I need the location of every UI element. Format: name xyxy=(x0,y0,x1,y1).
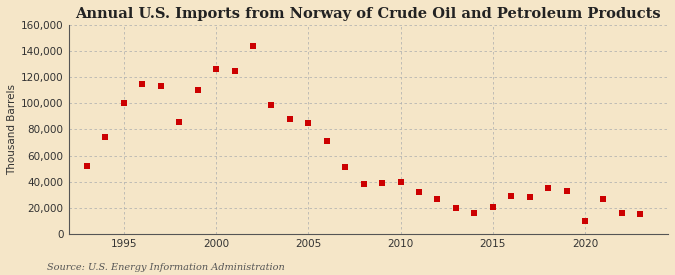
Point xyxy=(543,186,554,190)
Point xyxy=(450,206,461,210)
Point xyxy=(174,119,185,124)
Point xyxy=(414,190,425,194)
Point xyxy=(321,139,332,143)
Text: Source: U.S. Energy Information Administration: Source: U.S. Energy Information Administ… xyxy=(47,263,285,271)
Point xyxy=(285,117,296,121)
Point xyxy=(82,164,92,168)
Point xyxy=(598,196,609,201)
Point xyxy=(395,180,406,184)
Point xyxy=(340,165,351,169)
Point xyxy=(230,68,240,73)
Point xyxy=(377,181,387,185)
Y-axis label: Thousand Barrels: Thousand Barrels xyxy=(7,84,17,175)
Point xyxy=(358,182,369,186)
Point xyxy=(469,211,480,215)
Point xyxy=(506,194,516,198)
Point xyxy=(580,219,591,223)
Point xyxy=(155,84,166,89)
Point xyxy=(432,196,443,201)
Point xyxy=(119,101,130,106)
Point xyxy=(524,195,535,200)
Point xyxy=(616,211,627,215)
Point xyxy=(635,212,646,216)
Point xyxy=(192,88,203,92)
Title: Annual U.S. Imports from Norway of Crude Oil and Petroleum Products: Annual U.S. Imports from Norway of Crude… xyxy=(76,7,661,21)
Point xyxy=(137,81,148,86)
Point xyxy=(487,204,498,209)
Point xyxy=(100,135,111,139)
Point xyxy=(248,44,259,48)
Point xyxy=(561,189,572,193)
Point xyxy=(211,67,221,72)
Point xyxy=(303,121,314,125)
Point xyxy=(266,102,277,107)
